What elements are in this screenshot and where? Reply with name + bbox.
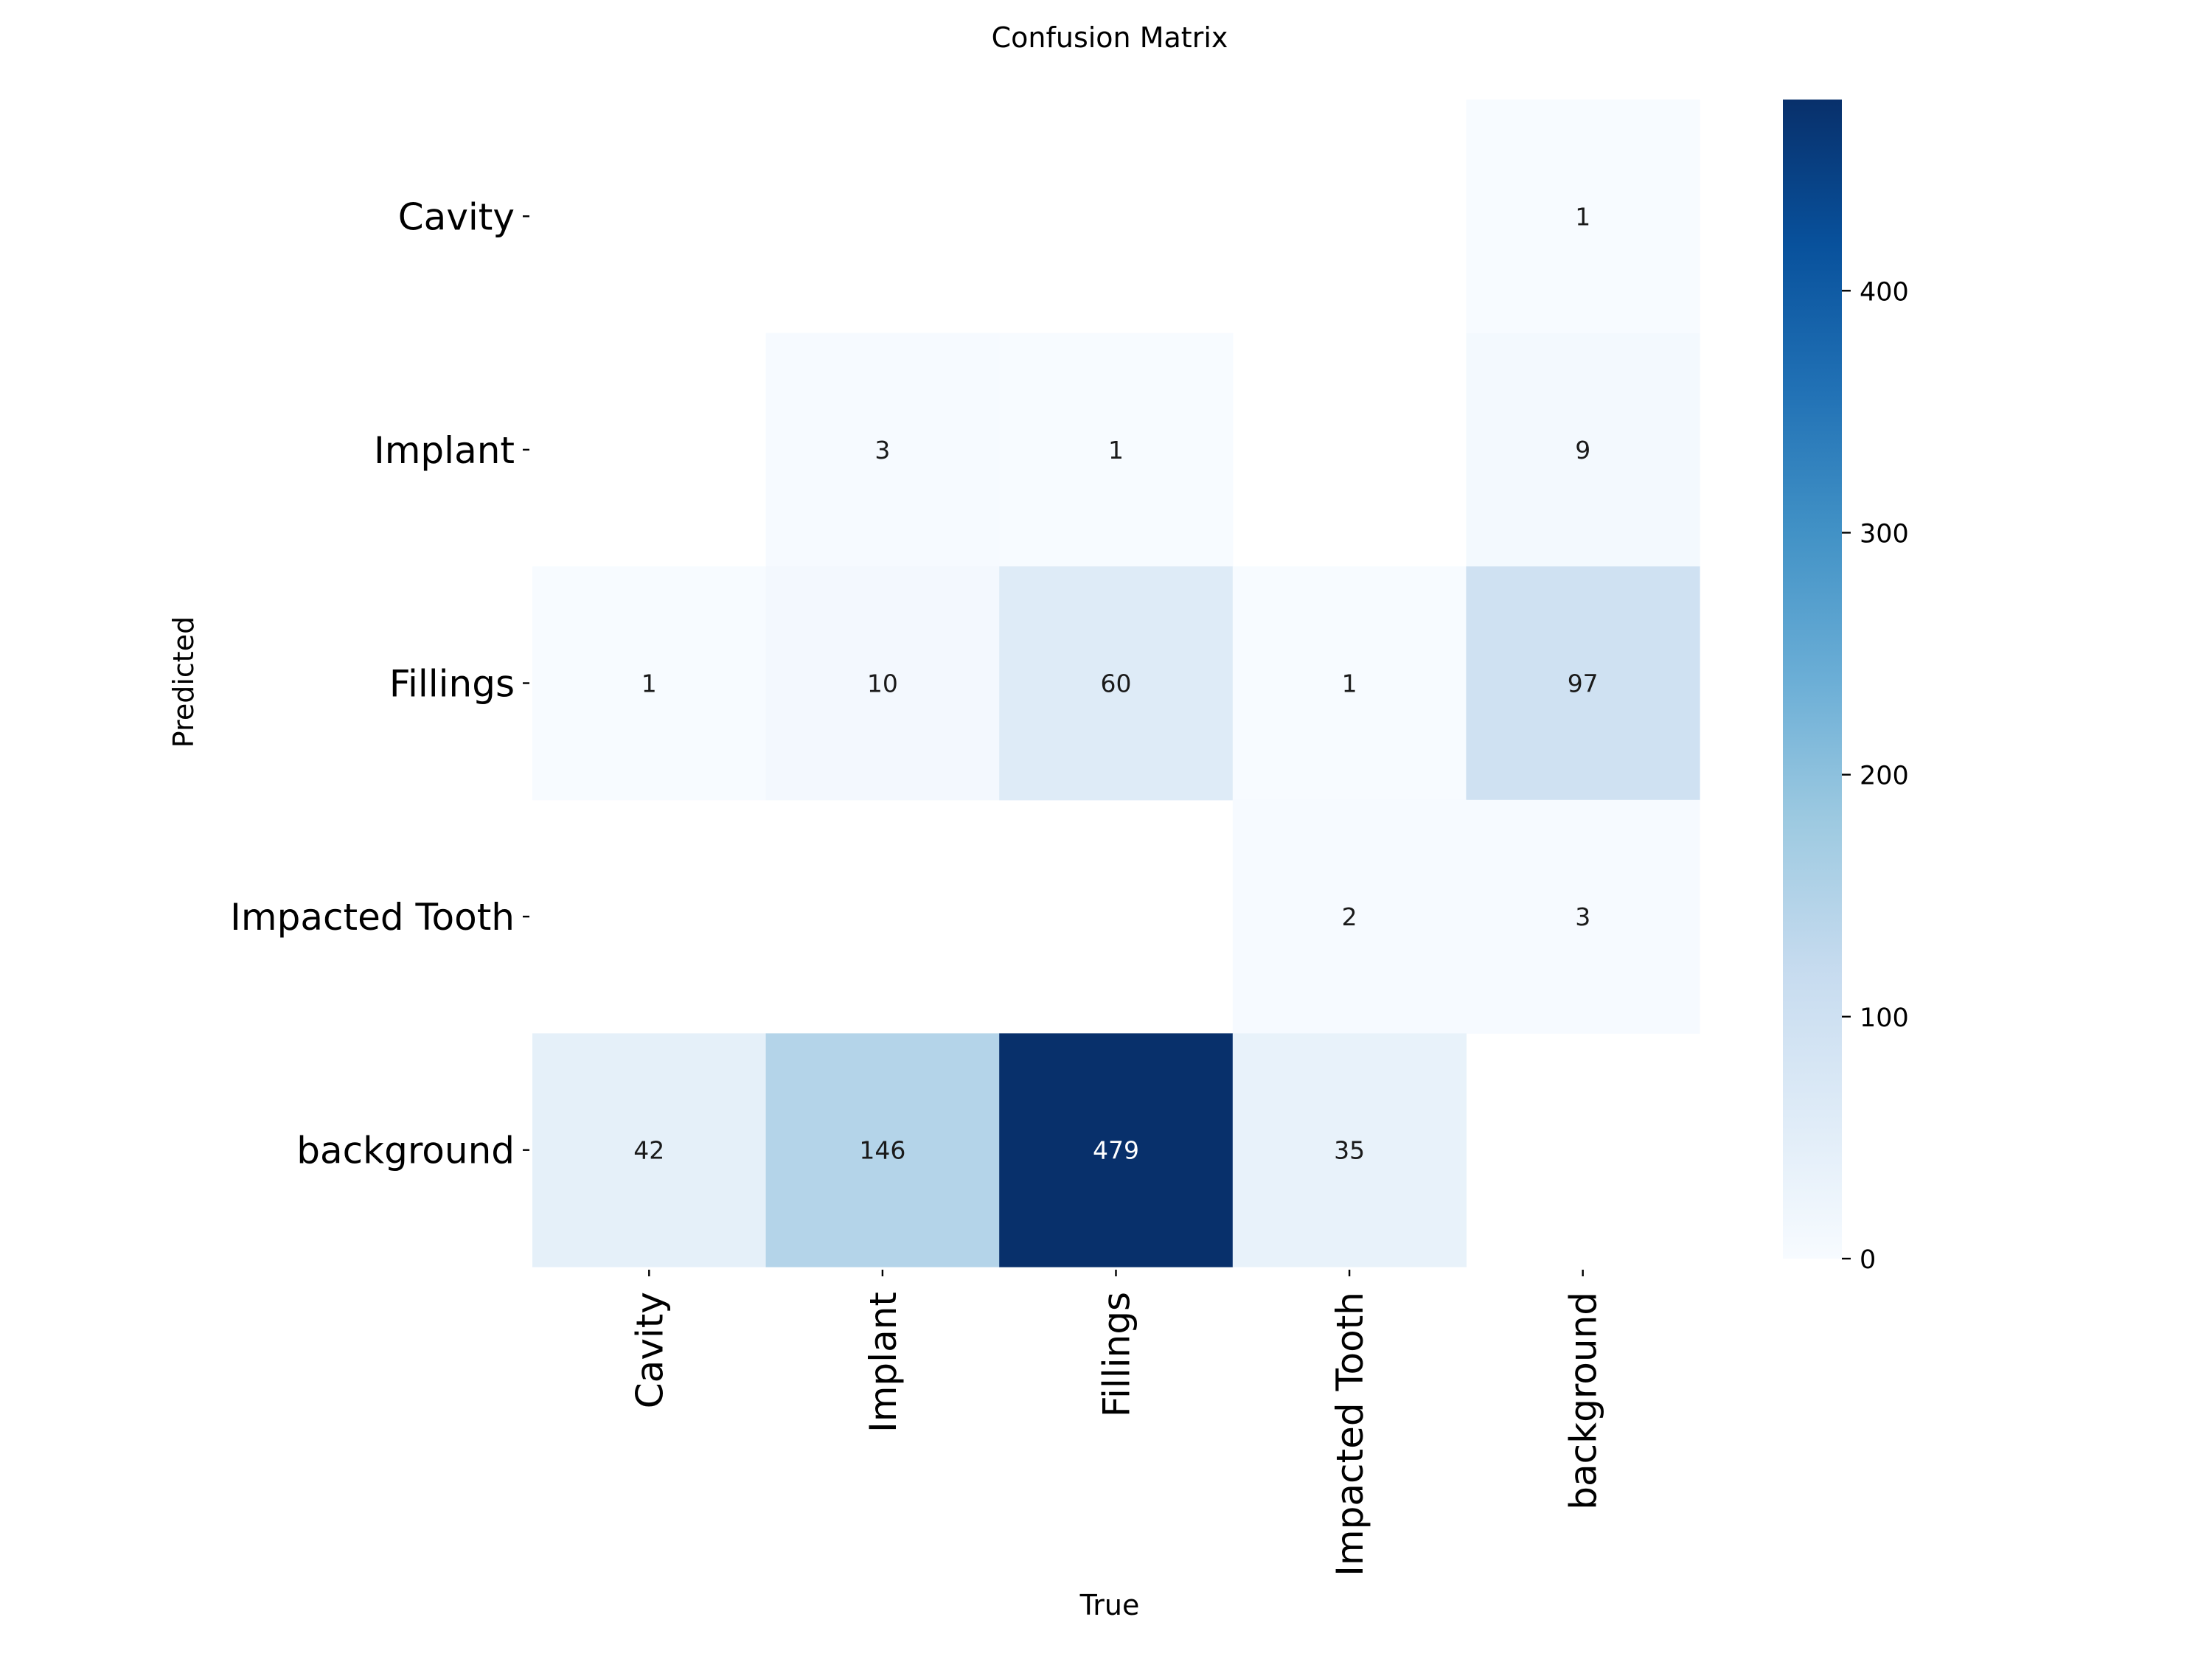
cell-fillings-fillings (999, 566, 1234, 801)
colorbar (1783, 100, 1842, 1259)
cell-fillings-cavity (532, 566, 767, 801)
cell-value-label: 2 (1342, 902, 1357, 931)
cell-implant-fillings (999, 333, 1234, 567)
x-axis-ticks: Cavity Implant Fillings Impacted Tooth backg… (628, 1270, 1605, 1576)
cell-cavity-background (1466, 100, 1700, 334)
cell-background-implant (765, 1033, 1000, 1267)
cell-value-label: 3 (1575, 902, 1590, 931)
cell-value-label: 42 (633, 1136, 664, 1165)
y-axis-ticks: Cavity Implant Fillings Impacted Tooth backg… (230, 195, 529, 1172)
cell-value-label: 1 (1342, 669, 1357, 698)
cell-background-impacted-tooth (1232, 1033, 1467, 1267)
cell-value-label: 146 (859, 1136, 905, 1165)
x-tick-label-cavity: Cavity (628, 1292, 671, 1408)
cell-fillings-background (1466, 566, 1700, 801)
cell-value-label: 479 (1093, 1136, 1139, 1165)
cell-value-label: 97 (1568, 669, 1599, 698)
x-axis-label: True (1079, 1589, 1140, 1621)
cell-value-label: 1 (1575, 202, 1590, 231)
colorbar-tick-label: 300 (1860, 519, 1909, 549)
y-tick-label-impacted-tooth: Impacted Tooth (230, 896, 515, 939)
x-tick-label-fillings: Fillings (1096, 1292, 1138, 1417)
y-tick-label-implant: Implant (374, 429, 515, 472)
y-tick-label-fillings: Fillings (389, 663, 515, 706)
cell-value-label: 1 (641, 669, 657, 698)
cell-background-fillings (999, 1033, 1234, 1267)
x-tick-label-background: background (1562, 1292, 1605, 1510)
cell-value-label: 10 (867, 669, 898, 698)
y-tick-label-background: background (296, 1130, 515, 1172)
cell-fillings-impacted-tooth (1232, 566, 1467, 801)
y-tick-label-cavity: Cavity (398, 195, 515, 238)
colorbar-tick-label: 100 (1860, 1004, 1909, 1033)
cell-value-label: 3 (874, 436, 890, 465)
colorbar-tick-label: 200 (1860, 762, 1909, 791)
heatmap-cells: 1 3 1 9 1 10 60 1 97 2 3 42 146 479 35 (532, 100, 1700, 1267)
cell-value-label: 35 (1334, 1136, 1365, 1165)
cell-impacted-tooth-impacted-tooth (1232, 799, 1467, 1034)
colorbar-tick-label: 0 (1860, 1245, 1876, 1275)
cell-implant-implant (765, 333, 1000, 567)
chart-title: Confusion Matrix (992, 21, 1228, 54)
x-tick-label-implant: Implant (862, 1292, 905, 1433)
cell-fillings-implant (765, 566, 1000, 801)
cell-impacted-tooth-background (1466, 799, 1700, 1034)
cell-value-label: 1 (1108, 436, 1124, 465)
cell-value-label: 9 (1575, 436, 1590, 465)
colorbar-ticks: 0 100 200 300 400 (1842, 277, 1909, 1275)
cell-implant-background (1466, 333, 1700, 567)
cell-value-label: 60 (1101, 669, 1132, 698)
colorbar-tick-label: 400 (1860, 277, 1909, 307)
x-tick-label-impacted-tooth: Impacted Tooth (1329, 1292, 1371, 1576)
cell-background-cavity (532, 1033, 767, 1267)
y-axis-label: Predicted (167, 616, 200, 748)
